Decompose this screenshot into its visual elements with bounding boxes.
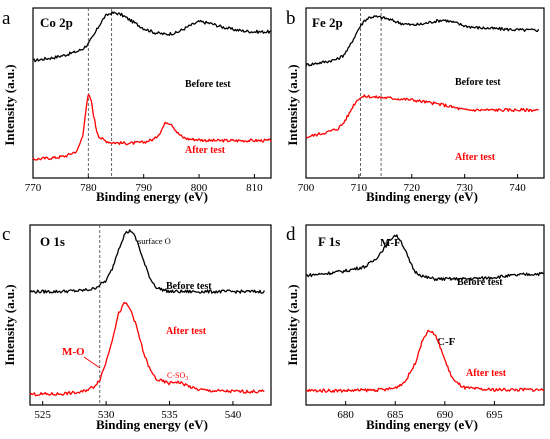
x-tick-label-d: 690 bbox=[437, 409, 454, 421]
x-axis-title-b: Binding energy (eV) bbox=[366, 189, 478, 204]
plot-frame-d bbox=[305, 224, 545, 406]
annotation-c-so3-text: C-SO bbox=[167, 371, 185, 380]
annotation-c-f: C-F bbox=[437, 336, 456, 348]
label-after-a: After test bbox=[185, 145, 226, 156]
spectrum-title-c: O 1s bbox=[40, 234, 65, 249]
x-tick-label-c: 535 bbox=[161, 409, 178, 421]
y-axis-title-c: Intensity (a.u.) bbox=[2, 284, 17, 365]
panel-label-b: b bbox=[286, 8, 296, 29]
x-tick-label-d: 680 bbox=[337, 409, 354, 421]
x-axis-title-a: Binding energy (eV) bbox=[96, 189, 208, 204]
series-line-d-after bbox=[305, 329, 545, 393]
x-tick-label-b: 720 bbox=[404, 182, 421, 194]
series-group-d bbox=[305, 234, 545, 393]
x-tick-label-a: 780 bbox=[80, 182, 97, 194]
panel-a: a Intensity (a.u.) Binding energy (eV) C… bbox=[2, 7, 272, 204]
x-tick-label-d: 695 bbox=[486, 409, 503, 421]
x-tick-label-c: 530 bbox=[98, 409, 115, 421]
plot-frame-c bbox=[29, 224, 272, 406]
x-tick-label-a: 800 bbox=[191, 182, 208, 194]
x-tick-label-a: 790 bbox=[135, 182, 152, 194]
label-after-c: After test bbox=[166, 326, 207, 337]
x-tick-label-b: 730 bbox=[456, 182, 473, 194]
plot-frame-a bbox=[32, 7, 272, 179]
series-line-a-after bbox=[32, 94, 272, 161]
series-line-b-after bbox=[305, 94, 539, 139]
panel-label-a: a bbox=[2, 8, 11, 29]
x-axis-title-d: Binding energy (eV) bbox=[366, 417, 478, 432]
series-line-c-before bbox=[29, 229, 265, 294]
series-group-c bbox=[29, 229, 265, 397]
series-group-b bbox=[305, 15, 540, 139]
label-after-b: After test bbox=[455, 152, 496, 163]
y-axis-title-b: Intensity (a.u.) bbox=[285, 64, 300, 145]
panel-label-c: c bbox=[2, 224, 10, 245]
panel-label-d: d bbox=[286, 224, 296, 245]
panel-b: b Intensity (a.u.) Binding energy (eV) F… bbox=[285, 7, 545, 204]
y-axis-title-d: Intensity (a.u.) bbox=[285, 284, 300, 365]
spectrum-title-b: Fe 2p bbox=[312, 15, 343, 30]
x-ticks-d: 680 685 690 695 bbox=[337, 401, 503, 421]
x-tick-label-a: 770 bbox=[25, 182, 42, 194]
label-before-b: Before test bbox=[455, 77, 501, 88]
x-tick-label-d: 685 bbox=[387, 409, 404, 421]
annotation-m-o-leader bbox=[83, 356, 101, 369]
x-tick-label-a: 810 bbox=[246, 182, 263, 194]
spectrum-title-a: Co 2p bbox=[40, 15, 73, 30]
panel-c: c Intensity (a.u.) Binding energy (eV) O… bbox=[2, 224, 272, 432]
series-line-b-before bbox=[305, 15, 540, 67]
x-ticks-c: 525 530 535 540 bbox=[34, 401, 242, 421]
x-axis-title-c: Binding energy (eV) bbox=[96, 417, 208, 432]
label-before-c: Before test bbox=[166, 281, 212, 292]
annotation-c-so3: C-SO3 bbox=[167, 371, 188, 382]
series-group-a bbox=[32, 11, 272, 161]
x-tick-label-b: 700 bbox=[298, 182, 315, 194]
annotation-m-o: M-O bbox=[62, 346, 85, 358]
annotation-surface-o: surface O bbox=[138, 236, 171, 246]
x-tick-label-b: 710 bbox=[351, 182, 368, 194]
label-after-d: After test bbox=[466, 368, 507, 379]
x-ticks-a: 770 780 790 800 810 bbox=[25, 174, 263, 194]
series-line-a-before bbox=[32, 11, 272, 63]
panel-d: d Intensity (a.u.) Binding energy (eV) F… bbox=[285, 224, 545, 432]
x-tick-label-c: 540 bbox=[225, 409, 242, 421]
annotation-c-so3-subscript: 3 bbox=[185, 376, 188, 382]
series-line-c-after bbox=[29, 301, 265, 397]
reference-lines-a bbox=[87, 8, 113, 178]
label-before-d: Before test bbox=[457, 277, 503, 288]
x-tick-label-c: 525 bbox=[34, 409, 51, 421]
x-ticks-b: 700 710 720 730 740 bbox=[298, 174, 526, 194]
spectrum-title-d: F 1s bbox=[318, 234, 340, 249]
label-before-a: Before test bbox=[185, 79, 231, 90]
reference-lines-b bbox=[360, 8, 382, 178]
series-line-d-before bbox=[305, 234, 545, 282]
x-tick-label-b: 740 bbox=[509, 182, 526, 194]
plot-frame-b bbox=[305, 7, 545, 179]
y-axis-title-a: Intensity (a.u.) bbox=[2, 64, 17, 145]
